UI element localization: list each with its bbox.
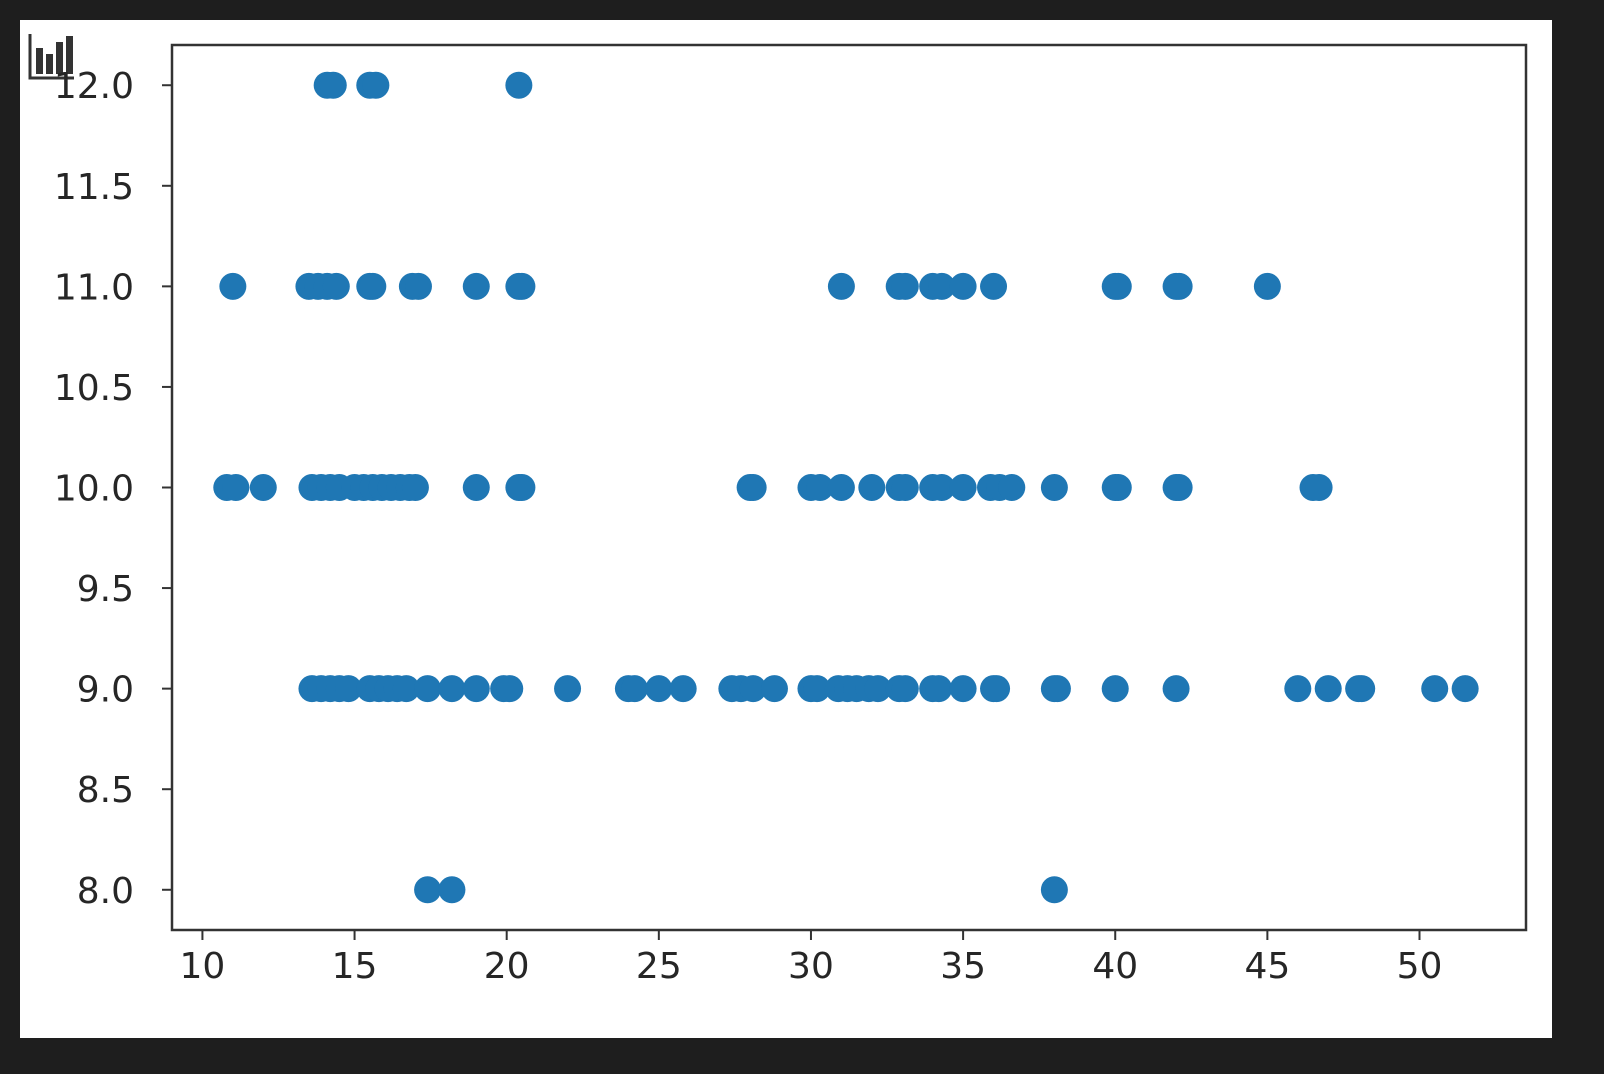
y-tick-label: 9.0 [77,670,134,711]
x-tick-label: 50 [1397,946,1443,987]
scatter-point [1162,675,1190,703]
scatter-point [858,474,886,501]
scatter-point [1165,474,1193,501]
y-tick-label: 9.5 [77,569,134,610]
scatter-point [438,876,466,904]
scatter-point [219,272,247,300]
scatter-point [1165,272,1193,300]
scatter-point [1284,675,1312,703]
y-tick-label: 11.5 [54,167,134,208]
scatter-point [359,272,387,300]
scatter-point [980,272,1008,300]
scatter-point [508,474,536,501]
scatter-point [928,474,956,501]
scatter-point [928,272,956,300]
scatter-point [925,675,953,703]
scatter-point [404,272,432,300]
scatter-point [438,675,466,703]
scatter-point [1451,675,1479,703]
y-tick-label: 12.0 [54,66,134,107]
scatter-point [322,272,350,300]
scatter-point [508,272,536,300]
scatter-point [827,272,855,300]
scatter-point [1314,675,1342,703]
scatter-point [620,675,648,703]
x-axis: 10 15 20 25 30 35 40 45 50 [180,930,1443,987]
scatter-point [1043,675,1071,703]
scatter-point [1104,474,1132,501]
scatter-point [392,675,420,703]
x-tick-label: 10 [180,946,226,987]
x-tick-label: 30 [788,946,834,987]
scatter-point [1305,474,1333,501]
scatter-point [669,675,697,703]
scatter-point [334,675,362,703]
y-axis: 8.0 8.5 9.0 9.5 10.0 10.5 11.0 11.5 12.0 [54,66,172,912]
scatter-point [414,675,442,703]
scatter-point [1040,876,1068,904]
scatter-point [319,71,347,99]
scatter-point [949,272,977,300]
scatter-point [739,474,767,501]
scatter-point [864,675,892,703]
scatter-point [462,474,490,501]
x-tick-label: 40 [1092,946,1138,987]
scatter-point [1040,474,1068,501]
scatter-point [1253,272,1281,300]
scatter-point [462,675,490,703]
scatter-point [645,675,673,703]
scatter-point [891,474,919,501]
y-tick-label: 8.5 [77,770,134,811]
y-tick-label: 10.0 [54,469,134,510]
y-tick-label: 10.5 [54,368,134,409]
scatter-point [462,272,490,300]
scatter-point [949,675,977,703]
x-tick-label: 45 [1244,946,1290,987]
scatter-point [891,675,919,703]
scatter-point [554,675,582,703]
x-tick-label: 25 [636,946,682,987]
x-tick-label: 35 [940,946,986,987]
scatter-point [983,675,1011,703]
scatter-point [362,71,390,99]
scatter-point [949,474,977,501]
scatter-point [760,675,788,703]
x-tick-label: 20 [484,946,530,987]
scatter-point [401,474,429,501]
scatter-point [827,474,855,501]
scatter-point [891,272,919,300]
x-tick-label: 15 [332,946,378,987]
scatter-point [803,675,831,703]
bar-chart-icon[interactable] [28,34,74,80]
scatter-point [1104,272,1132,300]
y-tick-label: 8.0 [77,871,134,912]
chart-canvas [20,20,1552,1038]
scatter-point [739,675,767,703]
scatter-point [1348,675,1376,703]
y-tick-label: 11.0 [54,267,134,308]
scatter-point [998,474,1026,501]
scatter-point [414,876,442,904]
plot-frame [170,43,1528,932]
scatter-points [213,71,1479,904]
scatter-point [222,474,250,501]
scatter-point [1421,675,1449,703]
scatter-point [505,71,533,99]
scatter-point [1101,675,1129,703]
scatter-point [496,675,524,703]
scatter-point [249,474,277,501]
scatter-point [806,474,834,501]
